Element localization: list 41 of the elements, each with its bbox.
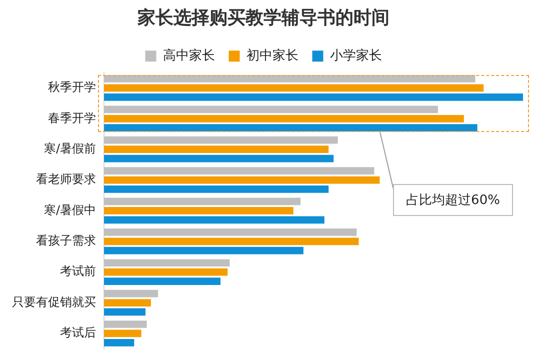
y-tick-label: 看孩子需求: [36, 234, 96, 248]
bar: [104, 124, 478, 132]
y-tick-label: 看老师要求: [36, 172, 96, 186]
bar: [104, 207, 294, 214]
bar: [104, 75, 476, 82]
bar: [104, 186, 329, 193]
bar: [104, 338, 134, 346]
bar: [104, 198, 301, 206]
bar: [104, 84, 484, 92]
bar: [104, 106, 438, 114]
bar: [104, 259, 230, 267]
y-tick-label: 考试后: [60, 326, 96, 340]
legend-label: 高中家长: [162, 47, 215, 64]
bar: [104, 290, 158, 298]
legend-label: 初中家长: [246, 47, 298, 64]
chart-title: 家长选择购买教学辅导书的时间: [136, 7, 390, 28]
bar: [104, 268, 228, 276]
y-tick-label: 只要有促销就买: [12, 294, 96, 309]
annotation: 占比均超过60%: [393, 184, 513, 216]
y-tick-label: 寒/暑假中: [44, 202, 96, 217]
bar: [104, 146, 329, 154]
bar: [104, 167, 374, 174]
bar: [104, 228, 357, 236]
legend-label: 小学家长: [330, 47, 382, 64]
bar: [104, 93, 523, 101]
bar: [104, 176, 380, 184]
bar: [104, 308, 146, 316]
y-tick-label: 春季开学: [48, 110, 96, 125]
bar: [104, 320, 147, 328]
y-tick-label: 秋季开学: [48, 80, 96, 94]
bar: [104, 299, 151, 306]
bar: [104, 136, 338, 144]
bar: [104, 154, 334, 162]
bar: [104, 246, 304, 254]
bar: [104, 330, 142, 338]
bar: [104, 278, 220, 285]
bar: [104, 216, 324, 224]
y-tick-label: 考试前: [60, 264, 96, 278]
bar: [104, 114, 464, 122]
y-tick-label: 寒/暑假前: [44, 141, 96, 156]
bar: [104, 238, 359, 246]
